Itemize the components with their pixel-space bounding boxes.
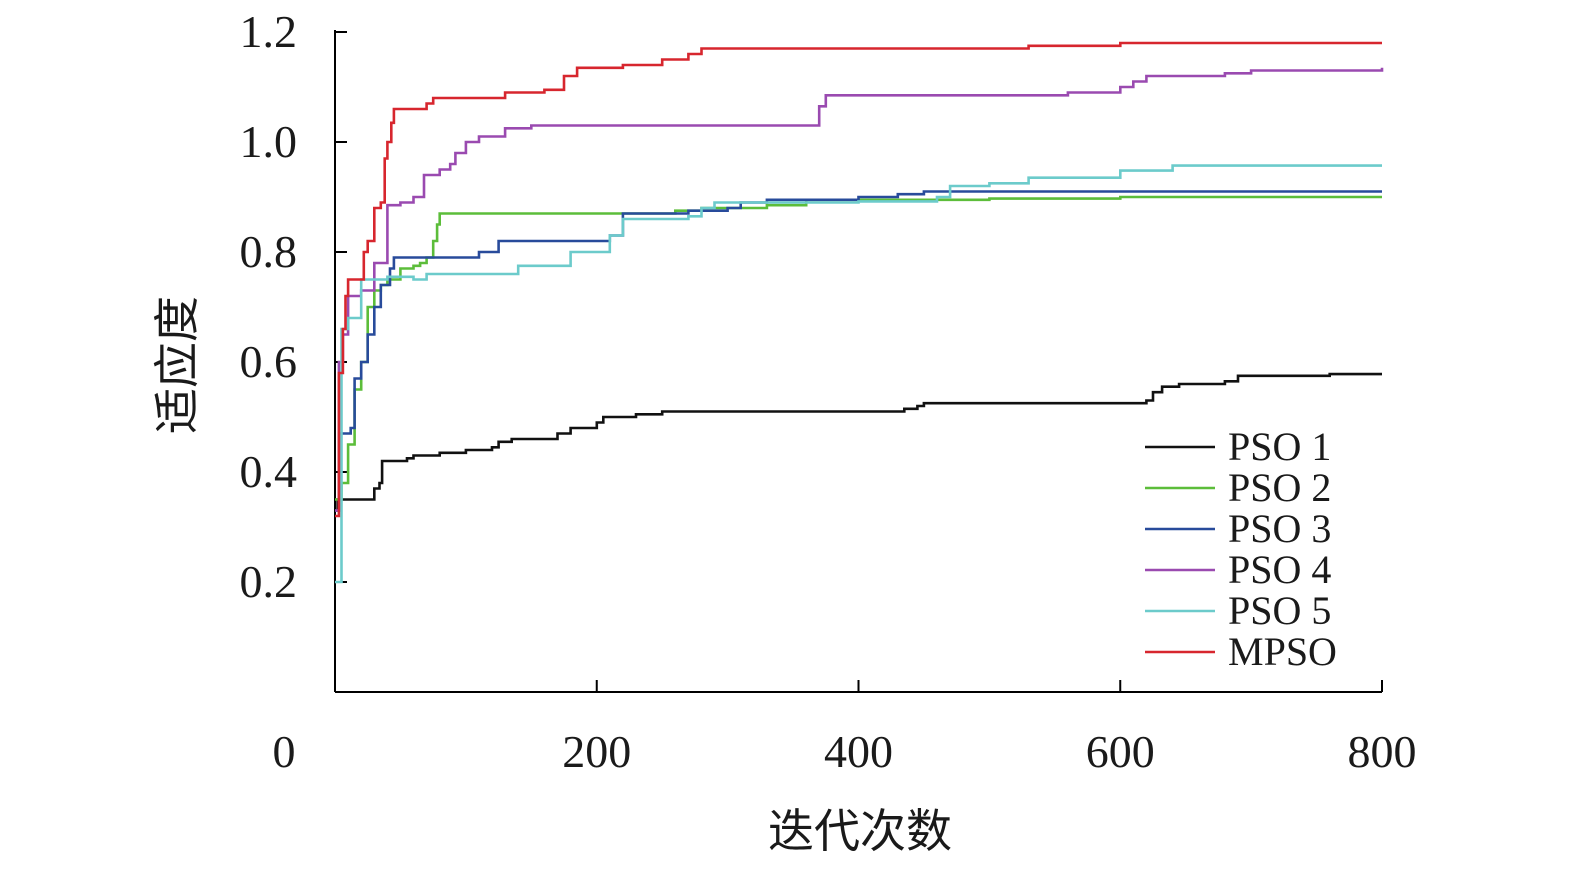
x-tick-label: 400 bbox=[824, 726, 893, 777]
y-tick-label: 0.2 bbox=[240, 556, 298, 607]
series-line bbox=[335, 372, 1382, 512]
series-lines bbox=[335, 41, 1384, 584]
x-tick-label: 200 bbox=[562, 726, 631, 777]
y-tick-label: 0.4 bbox=[240, 446, 298, 497]
x-axis-title: 迭代次数 bbox=[768, 804, 952, 858]
x-axis-ticks: 0 200 400 600 800 bbox=[273, 680, 1417, 777]
legend-label: PSO 3 bbox=[1228, 506, 1331, 551]
x-tick-label: 600 bbox=[1086, 726, 1155, 777]
legend-label: PSO 5 bbox=[1228, 588, 1331, 633]
legend-label: PSO 2 bbox=[1228, 465, 1331, 510]
y-tick-label: 0.8 bbox=[240, 226, 298, 277]
legend-label: MPSO bbox=[1228, 629, 1337, 674]
legend-label: PSO 1 bbox=[1228, 424, 1331, 469]
series-line bbox=[335, 41, 1382, 518]
x-tick-label: 800 bbox=[1348, 726, 1417, 777]
y-tick-label: 0.6 bbox=[240, 336, 298, 387]
series-line bbox=[335, 67, 1384, 512]
legend-label: PSO 4 bbox=[1228, 547, 1331, 592]
series-line bbox=[335, 164, 1382, 584]
x-tick-label: 0 bbox=[273, 726, 296, 777]
series-line bbox=[335, 195, 1382, 501]
y-axis-ticks: 0.2 0.4 0.6 0.8 1.0 1.2 bbox=[240, 6, 347, 607]
y-tick-label: 1.0 bbox=[240, 116, 298, 167]
series-line bbox=[335, 190, 1382, 512]
y-axis-title: 适应度 bbox=[150, 296, 204, 434]
y-tick-label: 1.2 bbox=[240, 6, 298, 57]
